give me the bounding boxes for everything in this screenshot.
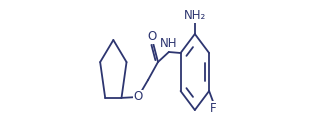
Text: O: O — [133, 91, 143, 103]
Text: O: O — [147, 31, 156, 44]
Text: NH₂: NH₂ — [184, 9, 206, 22]
Text: NH: NH — [160, 37, 178, 50]
Text: F: F — [210, 102, 217, 115]
